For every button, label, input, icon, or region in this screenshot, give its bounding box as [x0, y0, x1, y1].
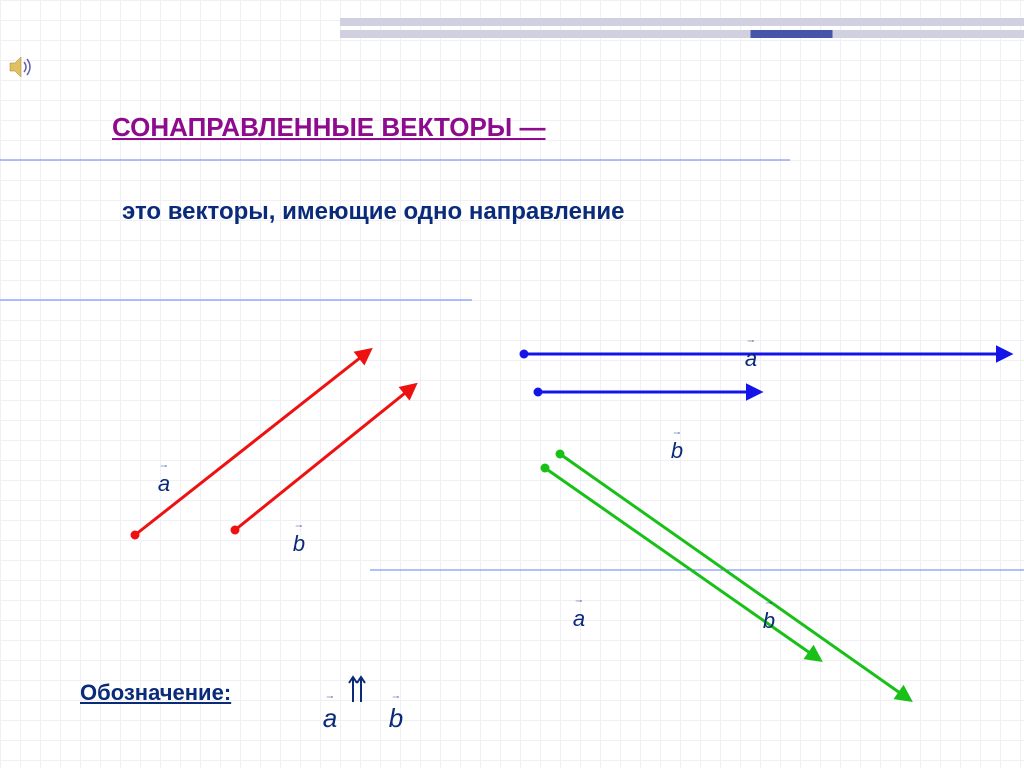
notation-vector-b: b	[386, 672, 406, 734]
slide-subtitle: это векторы, имеющие одно направление	[122, 198, 625, 226]
label-blue-pair-a: a	[742, 320, 760, 372]
notation-vector-a: a	[320, 672, 340, 734]
label-green-pair-b: b	[760, 582, 778, 634]
label-green-pair-a: a	[570, 580, 588, 632]
label-red-pair-b: b	[290, 505, 308, 557]
label-red-pair-a: a	[155, 445, 173, 497]
notation-label: Обозначение:	[80, 680, 231, 706]
notation-a-text: a	[320, 703, 340, 734]
notation-b-text: b	[386, 703, 406, 734]
speaker-icon	[8, 54, 34, 85]
label-blue-pair-b: b	[668, 412, 686, 464]
codirectional-symbol	[346, 674, 368, 709]
slide-title: СОНАПРАВЛЕННЫЕ ВЕКТОРЫ —	[112, 112, 545, 143]
top-decorative-bar	[340, 18, 1024, 42]
